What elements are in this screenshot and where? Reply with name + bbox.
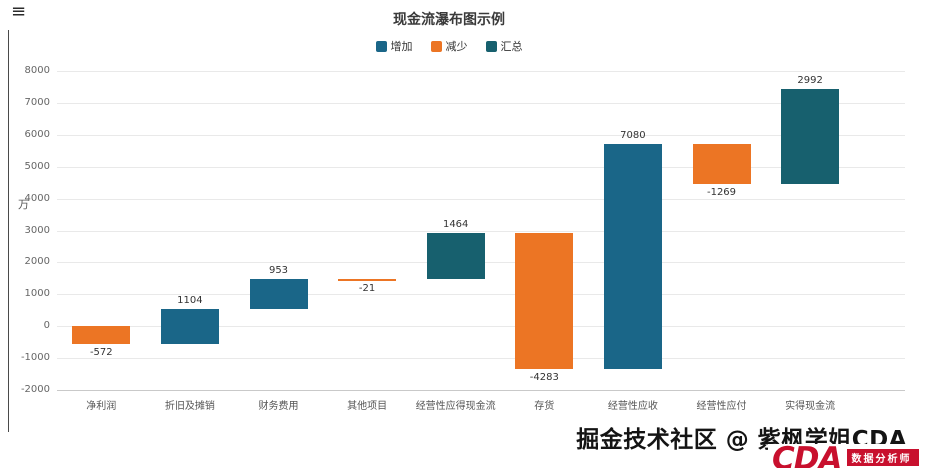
y-axis-tick-label: 8000: [24, 65, 50, 76]
legend-item-增加[interactable]: 增加: [375, 38, 413, 54]
legend-swatch: [430, 40, 442, 52]
legend-swatch: [375, 40, 387, 52]
x-axis-label: 实得现金流: [785, 401, 836, 412]
cda-logo-cn-badge: 数据分析师: [846, 449, 919, 466]
x-axis-label: 存货: [534, 401, 555, 412]
waterfall-bar-3[interactable]: [249, 278, 308, 310]
x-axis-label: 净利润: [86, 401, 117, 412]
y-axis-tick-label: 6000: [24, 128, 50, 140]
bar-value-label: -4283: [529, 372, 559, 384]
gridline-8000: [57, 71, 905, 72]
waterfall-bar-5[interactable]: [426, 232, 485, 280]
cda-logo: CDA 数据分析师 CERTIFIED DATA ANALYST: [768, 444, 919, 468]
y-axis-tick-label: 7000: [24, 96, 50, 108]
y-axis-unit-label: 万: [18, 198, 29, 211]
bar-value-label: -1269: [706, 187, 737, 199]
waterfall-bar-4[interactable]: [338, 278, 397, 281]
x-axis-label: 折旧及摊销: [164, 401, 215, 412]
waterfall-bar-9[interactable]: [781, 88, 840, 184]
bar-value-label: 953: [268, 264, 289, 276]
gridline-5000: [57, 166, 905, 168]
gridline-1000: [57, 294, 905, 296]
legend-item-汇总[interactable]: 汇总: [485, 38, 523, 54]
waterfall-bar-8[interactable]: [692, 143, 751, 185]
y-axis-tick-label: -1000: [20, 352, 50, 364]
y-axis-tick-label: 2000: [24, 256, 50, 268]
bar-value-label: 7080: [620, 129, 646, 141]
gridline-6000: [57, 134, 905, 136]
legend-label: 汇总: [500, 40, 523, 53]
cda-logo-right: 数据分析师 CERTIFIED DATA ANALYST: [846, 449, 919, 468]
bar-value-label: -21: [358, 282, 376, 294]
x-axis-label: 财务费用: [258, 401, 299, 412]
left-border-line: [8, 30, 9, 432]
gridline-0: [57, 326, 905, 328]
cda-logo-text: CDA: [772, 441, 842, 468]
gridline--2000: [57, 390, 905, 391]
y-axis-tick-label: 5000: [24, 160, 50, 172]
gridline--1000: [57, 358, 905, 360]
bar-value-label: 1464: [442, 218, 469, 230]
y-axis-tick-label: -2000: [20, 384, 50, 395]
bar-value-label: 2992: [797, 74, 823, 86]
x-axis-label: 经营性应收: [607, 401, 658, 412]
x-axis-label: 经营性应得现金流: [415, 401, 496, 412]
waterfall-bar-1[interactable]: [72, 326, 131, 345]
gridline-3000: [57, 230, 905, 232]
gridline-4000: [57, 198, 905, 200]
waterfall-bar-7[interactable]: [603, 143, 662, 370]
waterfall-bar-6[interactable]: [515, 232, 574, 370]
bar-value-label: 1104: [177, 295, 203, 307]
legend-label: 减少: [445, 40, 468, 53]
waterfall-bar-2[interactable]: [160, 309, 219, 345]
chart-legend: 增加 减少 汇总: [0, 38, 898, 54]
bar-value-label: -572: [89, 347, 113, 359]
y-axis-tick-label: 4000: [24, 192, 50, 204]
x-axis-label: 其他项目: [347, 401, 388, 412]
gridline-7000: [57, 102, 905, 104]
x-axis-label: 经营性应付: [696, 401, 747, 412]
hamburger-menu-icon[interactable]: ≡: [11, 1, 27, 22]
legend-item-减少[interactable]: 减少: [430, 38, 468, 54]
y-axis-tick-label: 1000: [24, 288, 50, 300]
legend-label: 增加: [390, 40, 413, 53]
y-axis-tick-label: 3000: [24, 224, 50, 236]
y-axis-tick-label: 0: [43, 320, 50, 332]
chart-title: 现金流瀑布图示例: [393, 12, 505, 28]
legend-swatch: [485, 40, 497, 52]
